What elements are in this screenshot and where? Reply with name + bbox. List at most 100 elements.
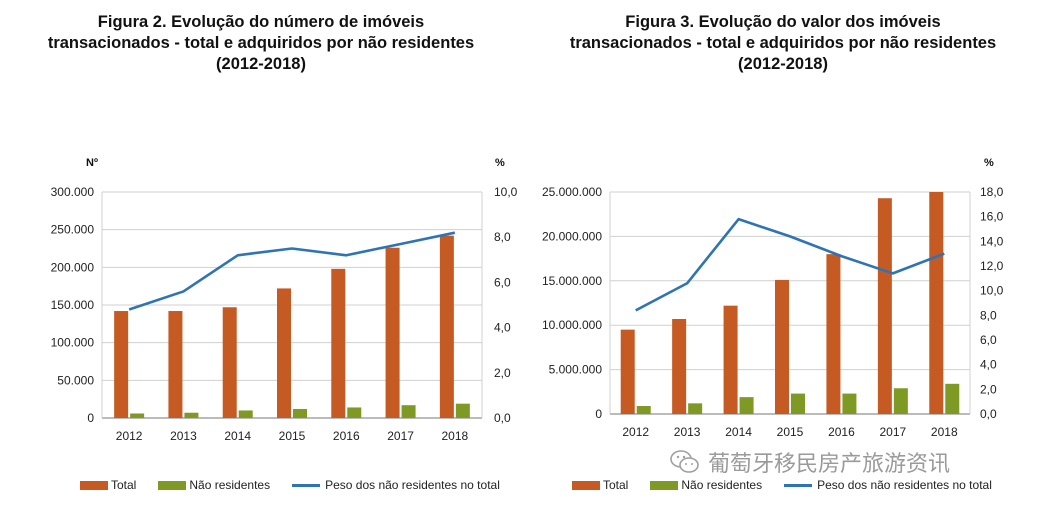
y2-tick-label: 8,0 [980, 308, 997, 322]
bar-nonres [347, 407, 362, 418]
legend-label-line: Peso dos não residentes no total [325, 478, 500, 492]
plot-area: 0 5.000.000 10.000.000 15.000.000 20.000.000… [542, 157, 1004, 439]
series-line [635, 217, 945, 312]
chart-title-line-1: Figura 3. Evolução do valor dos imóveis [625, 13, 941, 31]
x-tick-label: 2017 [387, 429, 414, 443]
bar-total [672, 318, 687, 414]
legend-item-nonres: Não residentes [158, 478, 270, 492]
chart-title-line-1: Figura 2. Evolução do número de imóveis [97, 13, 425, 31]
x-tick-label: 2017 [880, 425, 907, 439]
wechat-icon [670, 450, 699, 473]
legend-item-nonres: Não residentes [650, 478, 762, 492]
bar-total [331, 268, 346, 418]
bar-nonres [842, 393, 857, 414]
chart-title: Figura 2. Evolução do número de imóveis … [0, 12, 522, 75]
chart-title-line-2: transacionados - total e adquiridos por … [47, 34, 475, 52]
legend-swatch-total [572, 480, 600, 490]
bar-total [277, 288, 291, 418]
bar-total [620, 329, 635, 414]
bar-nonres [293, 408, 307, 418]
plot-area: 0 50.000 100.000 150.000 200.000 250.000 300.0… [51, 157, 518, 443]
y-tick-label: 0 [595, 407, 602, 421]
chart-panel-left: Figura 2. Evolução do número de imóveis … [0, 12, 522, 492]
y2-tick-label: 8,0 [494, 230, 511, 244]
legend-label-nonres: Não residentes [681, 478, 763, 492]
x-tick-label: 2012 [622, 425, 649, 439]
bar-nonres [791, 393, 805, 414]
legend-swatch-line [784, 483, 813, 487]
legend-item-total: Total [80, 478, 136, 492]
legend-label-nonres: Não residentes [189, 478, 271, 492]
bar-nonres [238, 410, 253, 418]
bar-total [826, 254, 841, 414]
x-tick-label: 2012 [116, 429, 143, 443]
bar-nonres [945, 383, 960, 414]
legend-swatch-total [80, 480, 108, 490]
chart-legend: Total Não residentes Peso dos não reside… [80, 478, 522, 492]
bar-total [723, 305, 738, 414]
legend-item-line: Peso dos não residentes no total [784, 478, 992, 492]
x-tick-label: 2018 [931, 425, 958, 439]
y2-tick-label: 2,0 [980, 382, 997, 396]
bar-total [929, 192, 944, 414]
bar-nonres [130, 413, 145, 418]
y2-tick-label: 12,0 [980, 259, 1004, 273]
legend-swatch-line [292, 483, 321, 487]
x-tick-label: 2013 [170, 429, 197, 443]
y-tick-label: 15.000.000 [542, 274, 602, 288]
bar-nonres [636, 406, 651, 414]
bar-nonres [455, 403, 470, 418]
y2-tick-label: 4,0 [980, 358, 997, 372]
y-tick-label: 300.000 [51, 185, 95, 199]
legend-item-line: Peso dos não residentes no total [292, 478, 500, 492]
y-tick-label: 150.000 [51, 298, 95, 312]
chart-panel-right: Figura 3. Evolução do valor dos imóveis … [522, 0, 1044, 505]
y-unit-label: Nº [86, 157, 98, 169]
bar-nonres [739, 397, 754, 414]
chart-legend: Total Não residentes Peso dos não reside… [572, 478, 1014, 492]
y2-tick-label: 0,0 [494, 411, 511, 425]
y-tick-label: 25.000.000 [542, 185, 602, 199]
y2-tick-label: 18,0 [980, 185, 1004, 199]
legend-item-total: Total [572, 478, 628, 492]
chart-title-line-3: (2012-2018) [216, 55, 306, 73]
x-tick-label: 2016 [333, 429, 360, 443]
y2-tick-label: 10,0 [980, 284, 1004, 298]
chart-title: Figura 3. Evolução do valor dos imóveis … [522, 12, 1044, 75]
x-tick-label: 2014 [224, 429, 251, 443]
y2-unit-label: % [495, 157, 505, 169]
watermark-text: 葡萄牙移民房产旅游资讯 [708, 451, 951, 476]
bar-total [775, 279, 789, 414]
bar-total [168, 311, 183, 418]
x-tick-label: 2014 [725, 425, 752, 439]
x-tick-label: 2013 [674, 425, 701, 439]
chart-title-line-3: (2012-2018) [738, 55, 828, 73]
y-tick-label: 5.000.000 [549, 363, 603, 377]
chart-svg: 0 5.000.000 10.000.000 15.000.000 20.000.000… [542, 157, 1004, 439]
y-tick-label: 50.000 [57, 373, 94, 387]
bar-total [877, 198, 892, 414]
bar-nonres [184, 412, 199, 418]
watermark: 葡萄牙移民房产旅游资讯 [670, 446, 950, 478]
y2-tick-label: 6,0 [980, 333, 997, 347]
legend-label-total: Total [111, 478, 137, 492]
x-tick-label: 2015 [279, 429, 306, 443]
y2-tick-label: 10,0 [494, 185, 518, 199]
legend-swatch-nonres [650, 480, 679, 490]
bar-nonres [401, 405, 416, 418]
bar-total [439, 235, 454, 418]
bar-total [222, 307, 237, 418]
y-tick-label: 20.000.000 [542, 229, 602, 243]
x-tick-label: 2018 [442, 429, 469, 443]
y2-tick-label: 2,0 [494, 366, 511, 380]
y2-tick-label: 6,0 [494, 275, 511, 289]
y-tick-label: 250.000 [51, 223, 95, 237]
x-tick-label: 2016 [828, 425, 855, 439]
bar-total [385, 247, 400, 418]
y-tick-label: 100.000 [51, 336, 95, 350]
bar-nonres [688, 403, 703, 414]
y-tick-label: 10.000.000 [542, 318, 602, 332]
x-tick-label: 2015 [777, 425, 804, 439]
bar-nonres [893, 388, 908, 414]
legend-swatch-nonres [158, 480, 187, 490]
